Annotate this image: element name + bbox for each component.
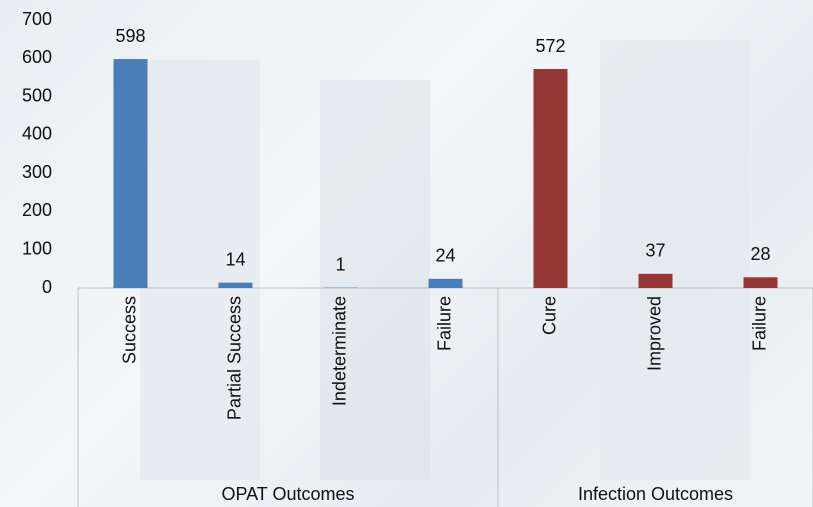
data-label: 28 (750, 244, 770, 264)
y-tick-label: 200 (22, 200, 52, 220)
group-label: OPAT Outcomes (221, 484, 354, 504)
bar (113, 59, 148, 289)
x-tick-label: Success (119, 296, 139, 364)
y-tick-label: 500 (22, 85, 52, 105)
y-tick-label: 0 (42, 277, 52, 297)
y-tick-label: 700 (22, 9, 52, 29)
data-label: 572 (535, 36, 565, 56)
x-tick-label: Improved (644, 296, 664, 371)
background-blur (140, 60, 260, 480)
background-blur (320, 80, 430, 480)
data-label: 24 (435, 246, 455, 266)
bar (533, 69, 568, 289)
x-tick-label: Failure (434, 296, 454, 351)
group-label: Infection Outcomes (578, 484, 733, 504)
data-label: 37 (645, 241, 665, 261)
y-tick-label: 600 (22, 47, 52, 67)
bar (428, 278, 463, 288)
y-tick-label: 100 (22, 238, 52, 258)
bar (218, 282, 253, 288)
data-label: 14 (225, 249, 245, 269)
y-tick-label: 300 (22, 162, 52, 182)
x-tick-label: Failure (749, 296, 769, 351)
data-label: 598 (115, 26, 145, 46)
data-label: 1 (335, 254, 345, 274)
x-tick-label: Indeterminate (329, 296, 349, 406)
x-tick-label: Cure (539, 296, 559, 335)
background-blur (600, 40, 750, 480)
bar (638, 273, 673, 288)
x-tick-label: Partial Success (224, 296, 244, 420)
y-tick-label: 400 (22, 124, 52, 144)
bar (743, 277, 778, 288)
